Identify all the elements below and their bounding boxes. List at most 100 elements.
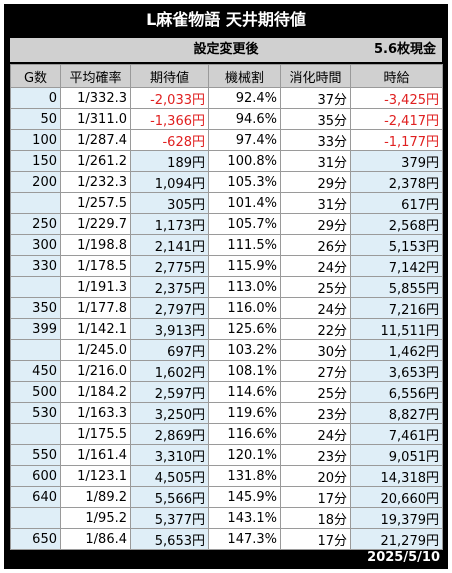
cell-games: 250 bbox=[10, 213, 61, 235]
cell-probability: 1/245.0 bbox=[60, 339, 131, 361]
cell-expected-value: 3,250円 bbox=[130, 402, 209, 424]
cell-expected-value: 3,913円 bbox=[130, 318, 209, 340]
cell-expected-value: 1,094円 bbox=[130, 171, 209, 193]
cell-games bbox=[10, 339, 61, 361]
cell-hourly: 2,568円 bbox=[350, 213, 443, 235]
cell-play-time: 31分 bbox=[280, 192, 351, 214]
cell-probability: 1/232.3 bbox=[60, 171, 131, 193]
cell-hourly: 6,556円 bbox=[350, 381, 443, 403]
cell-games bbox=[10, 507, 61, 529]
cell-probability: 1/261.2 bbox=[60, 150, 131, 172]
cell-payout-rate: 105.7% bbox=[208, 213, 281, 235]
cell-games: 450 bbox=[10, 360, 61, 382]
cell-payout-rate: 114.6% bbox=[208, 381, 281, 403]
cell-games: 50 bbox=[10, 108, 61, 130]
cell-payout-rate: 97.4% bbox=[208, 129, 281, 151]
cell-hourly: 5,153円 bbox=[350, 234, 443, 256]
cell-expected-value: 1,173円 bbox=[130, 213, 209, 235]
table-row: 200 1/232.3 1,094円 105.3% 29分 2,378円 bbox=[10, 171, 443, 193]
cell-expected-value: 2,141円 bbox=[130, 234, 209, 256]
cell-payout-rate: 92.4% bbox=[208, 87, 281, 109]
cell-hourly: 7,216円 bbox=[350, 297, 443, 319]
cell-hourly: 21,279円 bbox=[350, 528, 443, 550]
cell-payout-rate: 101.4% bbox=[208, 192, 281, 214]
cell-probability: 1/184.2 bbox=[60, 381, 131, 403]
cell-probability: 1/161.4 bbox=[60, 444, 131, 466]
exchange-label: 5.6枚現金 bbox=[373, 42, 436, 57]
cell-probability: 1/332.3 bbox=[60, 87, 131, 109]
cell-expected-value: 2,775円 bbox=[130, 255, 209, 277]
cell-expected-value: 1,602円 bbox=[130, 360, 209, 382]
cell-play-time: 25分 bbox=[280, 381, 351, 403]
cell-games: 0 bbox=[10, 87, 61, 109]
table-row: 1/175.5 2,869円 116.6% 24分 7,461円 bbox=[10, 423, 443, 445]
table-row: 500 1/184.2 2,597円 114.6% 25分 6,556円 bbox=[10, 381, 443, 403]
cell-probability: 1/89.2 bbox=[60, 486, 131, 508]
cell-expected-value: 2,597円 bbox=[130, 381, 209, 403]
cell-games bbox=[10, 192, 61, 214]
cell-play-time: 29分 bbox=[280, 171, 351, 193]
cell-play-time: 29分 bbox=[280, 213, 351, 235]
cell-play-time: 24分 bbox=[280, 297, 351, 319]
cell-probability: 1/198.8 bbox=[60, 234, 131, 256]
cell-hourly: 9,051円 bbox=[350, 444, 443, 466]
cell-probability: 1/177.8 bbox=[60, 297, 131, 319]
cell-play-time: 23分 bbox=[280, 402, 351, 424]
col-header-play-time: 消化時間 bbox=[280, 64, 351, 88]
cell-expected-value: 697円 bbox=[130, 339, 209, 361]
cell-games: 500 bbox=[10, 381, 61, 403]
cell-probability: 1/257.5 bbox=[60, 192, 131, 214]
cell-hourly: 3,653円 bbox=[350, 360, 443, 382]
col-header-payout-rate: 機械割 bbox=[208, 64, 281, 88]
cell-expected-value: 2,375円 bbox=[130, 276, 209, 298]
table-body: 0 1/332.3 -2,033円 92.4% 37分 -3,425円 50 1/311.0-… bbox=[10, 87, 443, 550]
cell-games: 350 bbox=[10, 297, 61, 319]
cell-play-time: 33分 bbox=[280, 129, 351, 151]
cell-payout-rate: 143.1% bbox=[208, 507, 281, 529]
sheet-title: L麻雀物語 天井期待値 bbox=[146, 10, 306, 29]
cell-payout-rate: 131.8% bbox=[208, 465, 281, 487]
table-row: 50 1/311.0 -1,366円 94.6% 35分 -2,417円 bbox=[10, 108, 443, 130]
header-row: G数 平均確率 期待値 機械割 消化時間 時給 bbox=[10, 64, 443, 88]
cell-probability: 1/86.4 bbox=[60, 528, 131, 550]
cell-games: 330 bbox=[10, 255, 61, 277]
cell-expected-value: -2,033円 bbox=[130, 87, 209, 109]
cell-hourly: 617円 bbox=[350, 192, 443, 214]
cell-hourly: 7,142円 bbox=[350, 255, 443, 277]
cell-hourly: -3,425円 bbox=[350, 87, 443, 109]
table-row: 250 1/229.7 1,173円 105.7% 29分 2,568円 bbox=[10, 213, 443, 235]
cell-payout-rate: 119.6% bbox=[208, 402, 281, 424]
cell-hourly: -2,417円 bbox=[350, 108, 443, 130]
col-header-probability: 平均確率 bbox=[60, 64, 131, 88]
cell-play-time: 18分 bbox=[280, 507, 351, 529]
expected-value-sheet: L麻雀物語 天井期待値 設定変更後 5.6枚現金 G数 平均確率 期待値 機械割… bbox=[4, 4, 448, 569]
cell-payout-rate: 145.9% bbox=[208, 486, 281, 508]
table-row: 330 1/178.5 2,775円 115.9% 24分 7,142円 bbox=[10, 255, 443, 277]
cell-expected-value: 5,377円 bbox=[130, 507, 209, 529]
subheader-bar: 設定変更後 5.6枚現金 bbox=[10, 38, 442, 62]
cell-play-time: 24分 bbox=[280, 423, 351, 445]
cell-games: 100 bbox=[10, 129, 61, 151]
cell-games: 650 bbox=[10, 528, 61, 550]
footer-date: 2025/5/10 bbox=[367, 550, 440, 565]
cell-payout-rate: 115.9% bbox=[208, 255, 281, 277]
table-row: 530 1/163.3 3,250円 119.6% 23分 8,827円 bbox=[10, 402, 443, 424]
cell-expected-value: -628円 bbox=[130, 129, 209, 151]
setting-label: 設定変更後 bbox=[193, 42, 259, 57]
table-row: 399 1/142.1 3,913円 125.6% 22分 11,511円 bbox=[10, 318, 443, 340]
cell-expected-value: -1,366円 bbox=[130, 108, 209, 130]
cell-games: 200 bbox=[10, 171, 61, 193]
cell-expected-value: 3,310円 bbox=[130, 444, 209, 466]
cell-probability: 1/191.3 bbox=[60, 276, 131, 298]
cell-play-time: 20分 bbox=[280, 465, 351, 487]
table-row: 1/245.0 697円 103.2% 30分 1,462円 bbox=[10, 339, 443, 361]
cell-expected-value: 189円 bbox=[130, 150, 209, 172]
cell-expected-value: 2,797円 bbox=[130, 297, 209, 319]
cell-expected-value: 5,653円 bbox=[130, 528, 209, 550]
cell-hourly: 14,318円 bbox=[350, 465, 443, 487]
table-row: 150 1/261.2 189円 100.8% 31分 379円 bbox=[10, 150, 443, 172]
cell-expected-value: 2,869円 bbox=[130, 423, 209, 445]
cell-play-time: 35分 bbox=[280, 108, 351, 130]
cell-probability: 1/142.1 bbox=[60, 318, 131, 340]
table-row: 0 1/332.3 -2,033円 92.4% 37分 -3,425円 bbox=[10, 87, 443, 109]
